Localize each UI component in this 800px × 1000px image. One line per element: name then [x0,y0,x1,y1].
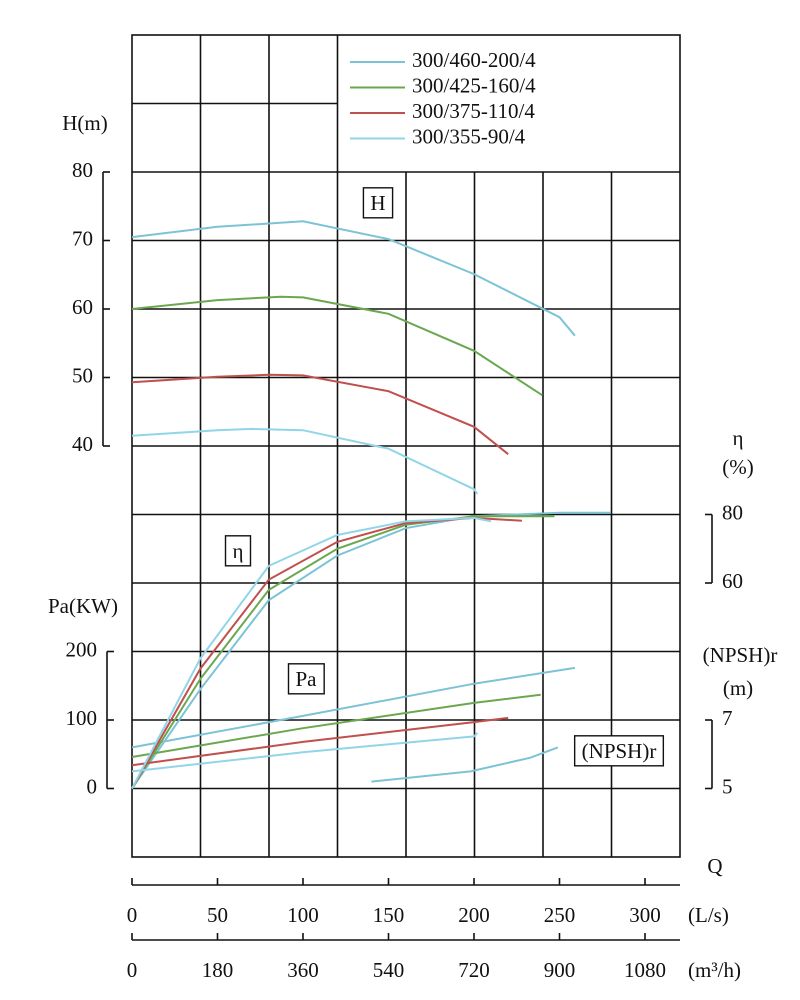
x-tick-label: 300 [629,903,661,927]
x-axis-unit: (m³/h) [688,958,741,982]
curve-pa [131,732,479,773]
x-axis-label: Q [707,854,722,878]
curve-eta [131,511,611,790]
curve-h [131,373,509,455]
curve-pa [131,693,541,758]
y-axis-unit: (m) [723,676,753,700]
y-tick-label: 40 [72,432,93,456]
curve-tag-box [224,535,252,567]
y-axis-label: (NPSH)r [703,643,778,667]
y-tick-label: 70 [72,226,93,250]
x-tick-label: 360 [287,958,319,982]
x-tick-label: 540 [373,958,405,982]
curve-tag-box [287,663,325,695]
x-tick-label: 100 [287,903,319,927]
curve-tag: (NPSH)r [582,739,657,763]
x-tick-label: 1080 [624,958,666,982]
y-axis-unit: (%) [722,455,753,479]
y-tick-label: 7 [722,706,733,730]
x-tick-label: 150 [373,903,405,927]
legend-label: 300/375-110/4 [412,99,535,123]
x-tick-label: 0 [127,903,138,927]
y-tick-label: 200 [66,637,98,661]
curve-tag-box [573,735,665,767]
y-axis-label: η [733,426,744,450]
x-tick-label: 720 [458,958,490,982]
y-tick-label: 5 [722,774,733,798]
y-tick-label: 50 [72,363,93,387]
legend-label: 300/355-90/4 [412,124,526,148]
y-tick-label: 0 [87,774,98,798]
x-tick-label: 900 [544,958,576,982]
curve-eta [131,516,492,789]
legend-label: 300/460-200/4 [412,48,536,72]
legend-label: 300/425-160/4 [412,73,536,97]
curve-tag: H [370,191,385,215]
curve-eta [131,515,555,790]
y-tick-label: 60 [722,569,743,593]
y-tick-label: 80 [722,500,743,524]
x-tick-label: 180 [202,958,234,982]
x-tick-label: 0 [127,958,138,982]
curve-pa [131,716,509,767]
y-axis-label: H(m) [62,111,108,135]
curve-npsh [371,746,559,783]
y-tick-label: 60 [72,295,93,319]
curve-tag: Pa [296,667,318,691]
curve-tag-box [362,187,394,219]
curve-tag: η [233,539,244,563]
curve-pa [131,666,576,749]
curve-h [131,220,576,337]
curve-h [131,295,543,397]
x-tick-label: 200 [458,903,490,927]
curve-h [131,427,479,495]
y-tick-label: 80 [72,158,93,182]
y-axis-label: Pa(KW) [48,594,118,618]
x-axis-unit: (L/s) [688,903,729,927]
x-tick-label: 50 [207,903,228,927]
y-tick-label: 100 [66,706,98,730]
x-tick-label: 250 [544,903,576,927]
